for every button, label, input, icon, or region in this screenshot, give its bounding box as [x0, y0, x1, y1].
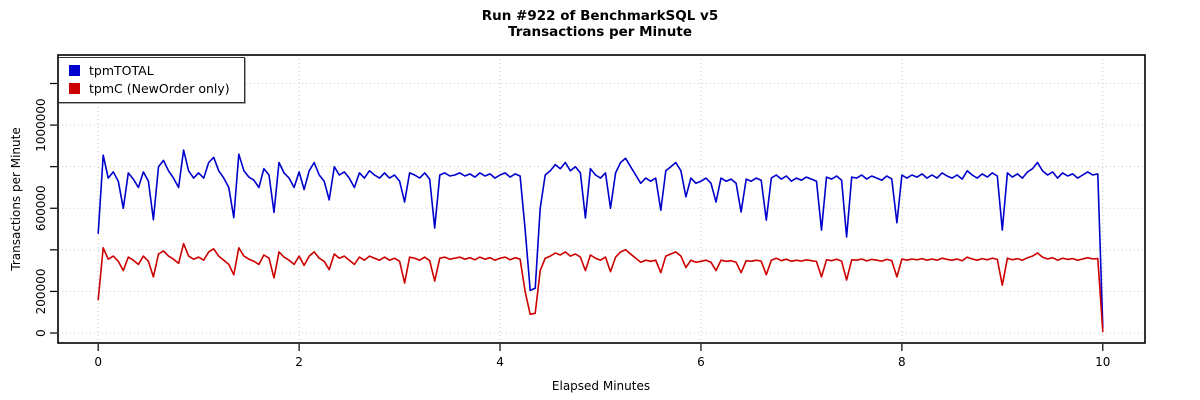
y-tick-label: 1000000: [34, 98, 48, 151]
y-tick-label: 200000: [34, 269, 48, 315]
x-tick-label: 6: [697, 355, 705, 369]
x-tick-label: 8: [898, 355, 906, 369]
x-tick-label: 10: [1095, 355, 1110, 369]
series-line-tpmC: [97, 242, 1104, 333]
chart-title-line2: Transactions per Minute: [507, 24, 693, 40]
x-tick-label: 4: [496, 355, 504, 369]
chart-title: Run #922 of BenchmarkSQL v5 Transactions…: [0, 8, 1200, 40]
legend-item-label: tpmC (NewOrder only): [89, 81, 230, 96]
series-line-tpmTOTAL: [97, 149, 1104, 329]
x-axis-label: Elapsed Minutes: [551, 379, 651, 393]
legend-item-label: tpmTOTAL: [89, 63, 154, 78]
legend-item: tpmC (NewOrder only): [69, 81, 230, 96]
legend-swatch-icon: [69, 65, 80, 76]
plot-box: [57, 54, 1146, 344]
x-tick-label: 2: [295, 355, 303, 369]
x-tick-label: 0: [94, 355, 102, 369]
chart-title-line1: Run #922 of BenchmarkSQL v5: [481, 8, 719, 24]
legend-swatch-icon: [69, 83, 80, 94]
legend-item: tpmTOTAL: [69, 63, 230, 78]
legend: tpmTOTAL tpmC (NewOrder only): [58, 57, 245, 103]
y-tick-label: 600000: [34, 185, 48, 231]
y-tick-label: 0: [34, 329, 48, 337]
